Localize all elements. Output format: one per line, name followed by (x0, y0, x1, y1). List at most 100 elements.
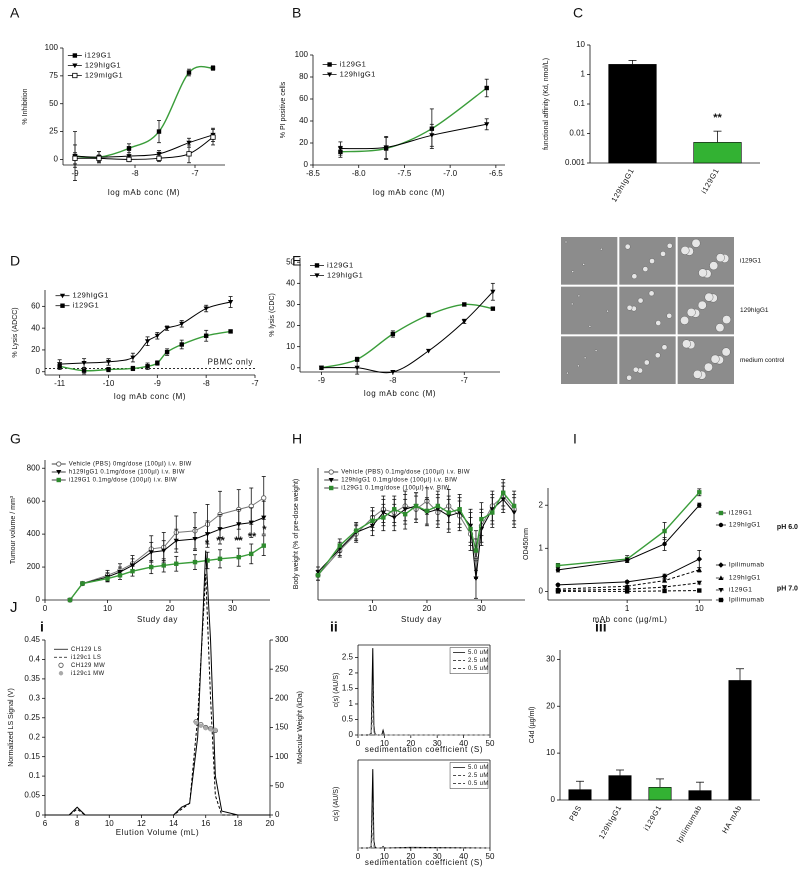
marker (217, 556, 223, 562)
y-tick-label: 1 (539, 543, 544, 552)
marker (697, 490, 702, 495)
marker (261, 543, 266, 548)
cell (594, 349, 598, 352)
cell (631, 273, 638, 280)
marker (424, 508, 430, 514)
marker (353, 528, 359, 533)
y-tick-label: 60 (299, 94, 308, 103)
marker (662, 541, 667, 547)
marker (624, 558, 630, 563)
bar (568, 789, 592, 801)
x-tick-label: -9 (154, 379, 162, 388)
y-tick-label: 0 (551, 795, 556, 804)
cell (600, 247, 603, 251)
marker (484, 85, 489, 91)
x-tick-label: 30 (228, 604, 237, 613)
annotation: pH 7.0 (777, 586, 798, 593)
y-axis-title: % PI positive cells (280, 81, 287, 138)
marker (208, 727, 213, 732)
marker (446, 510, 451, 515)
legend-label: i129G1 (327, 260, 354, 269)
x-tick-label: -11 (54, 379, 66, 388)
x-tick-label: 30 (433, 852, 442, 861)
x-axis-title: mAb conc (µg/mL) (592, 615, 667, 624)
x-tick-label: 14 (169, 819, 178, 828)
x-tick-label: -9 (318, 376, 326, 385)
legend-marker (718, 562, 724, 568)
marker (248, 520, 254, 526)
marker (555, 563, 561, 568)
marker (217, 527, 223, 532)
panel-label: D (10, 253, 20, 269)
annotation: ** (234, 535, 243, 547)
cell (704, 362, 713, 372)
y-tick-label: 0.3 (29, 693, 41, 702)
marker (370, 518, 375, 523)
marker (249, 551, 254, 557)
micrograph (618, 285, 677, 336)
marker (696, 580, 702, 586)
marker (192, 559, 198, 565)
x-axis-title: sedimentation coefficient (S) (365, 858, 483, 867)
cell (588, 325, 592, 328)
legend-label: 2.5 uM (468, 773, 489, 779)
y2-tick-label: 250 (275, 664, 289, 673)
cell (661, 344, 668, 351)
x-tick-label: 50 (486, 739, 495, 748)
annotation: * (205, 538, 210, 550)
micrograph (560, 335, 619, 386)
x-tick-label: -7 (191, 169, 199, 178)
y-tick-label: 2 (539, 500, 544, 509)
x-tick-label: 12 (137, 819, 146, 828)
cell (624, 243, 631, 250)
y2-tick-label: 100 (275, 752, 289, 761)
annotation: * (262, 524, 267, 536)
legend-label: 129hIgG1 (327, 270, 363, 279)
cell (709, 261, 719, 271)
y-tick-label: 0.1 (29, 771, 41, 780)
marker (130, 355, 136, 361)
legend-label: i129c1 LS (71, 655, 101, 661)
marker (228, 329, 233, 334)
marker (661, 585, 668, 590)
marker (205, 558, 210, 563)
y-tick-label: 100 (45, 43, 59, 52)
legend-marker (56, 470, 62, 475)
legend-label: 5.0 uM (468, 765, 489, 771)
marker (462, 302, 467, 307)
marker (130, 568, 135, 574)
cell (722, 315, 732, 324)
series-line (557, 491, 700, 567)
marker (315, 573, 321, 578)
marker (213, 727, 218, 733)
legend-marker (56, 461, 62, 467)
y-tick-label: 20 (31, 345, 40, 354)
marker (354, 357, 360, 362)
y-tick-label: 0.1 (574, 99, 586, 108)
marker (479, 516, 484, 522)
marker (501, 490, 506, 495)
cell (710, 354, 720, 364)
row-label: i129G1 (740, 258, 761, 265)
x-tick-label: 10 (105, 819, 114, 828)
y-tick-label: 1.5 (342, 684, 354, 693)
marker (203, 725, 208, 731)
y-tick-label: 20 (546, 701, 555, 710)
legend-label: Ipilimumab (729, 597, 764, 604)
series-line (557, 590, 700, 592)
marker (210, 65, 216, 71)
series-line (358, 716, 490, 736)
marker (173, 538, 179, 544)
y2-tick-label: 150 (275, 723, 289, 732)
marker (106, 367, 111, 372)
cell (583, 356, 587, 360)
legend-marker (718, 510, 724, 516)
x-tick-label: -7.0 (443, 169, 457, 178)
legend-label: h129IgG1 0.1mg/dose (100µl) i.v. BIW (69, 470, 185, 476)
marker (154, 333, 160, 339)
marker (204, 532, 211, 537)
marker (144, 339, 151, 344)
marker (337, 146, 344, 152)
marker (198, 723, 204, 728)
legend-marker (718, 597, 724, 603)
